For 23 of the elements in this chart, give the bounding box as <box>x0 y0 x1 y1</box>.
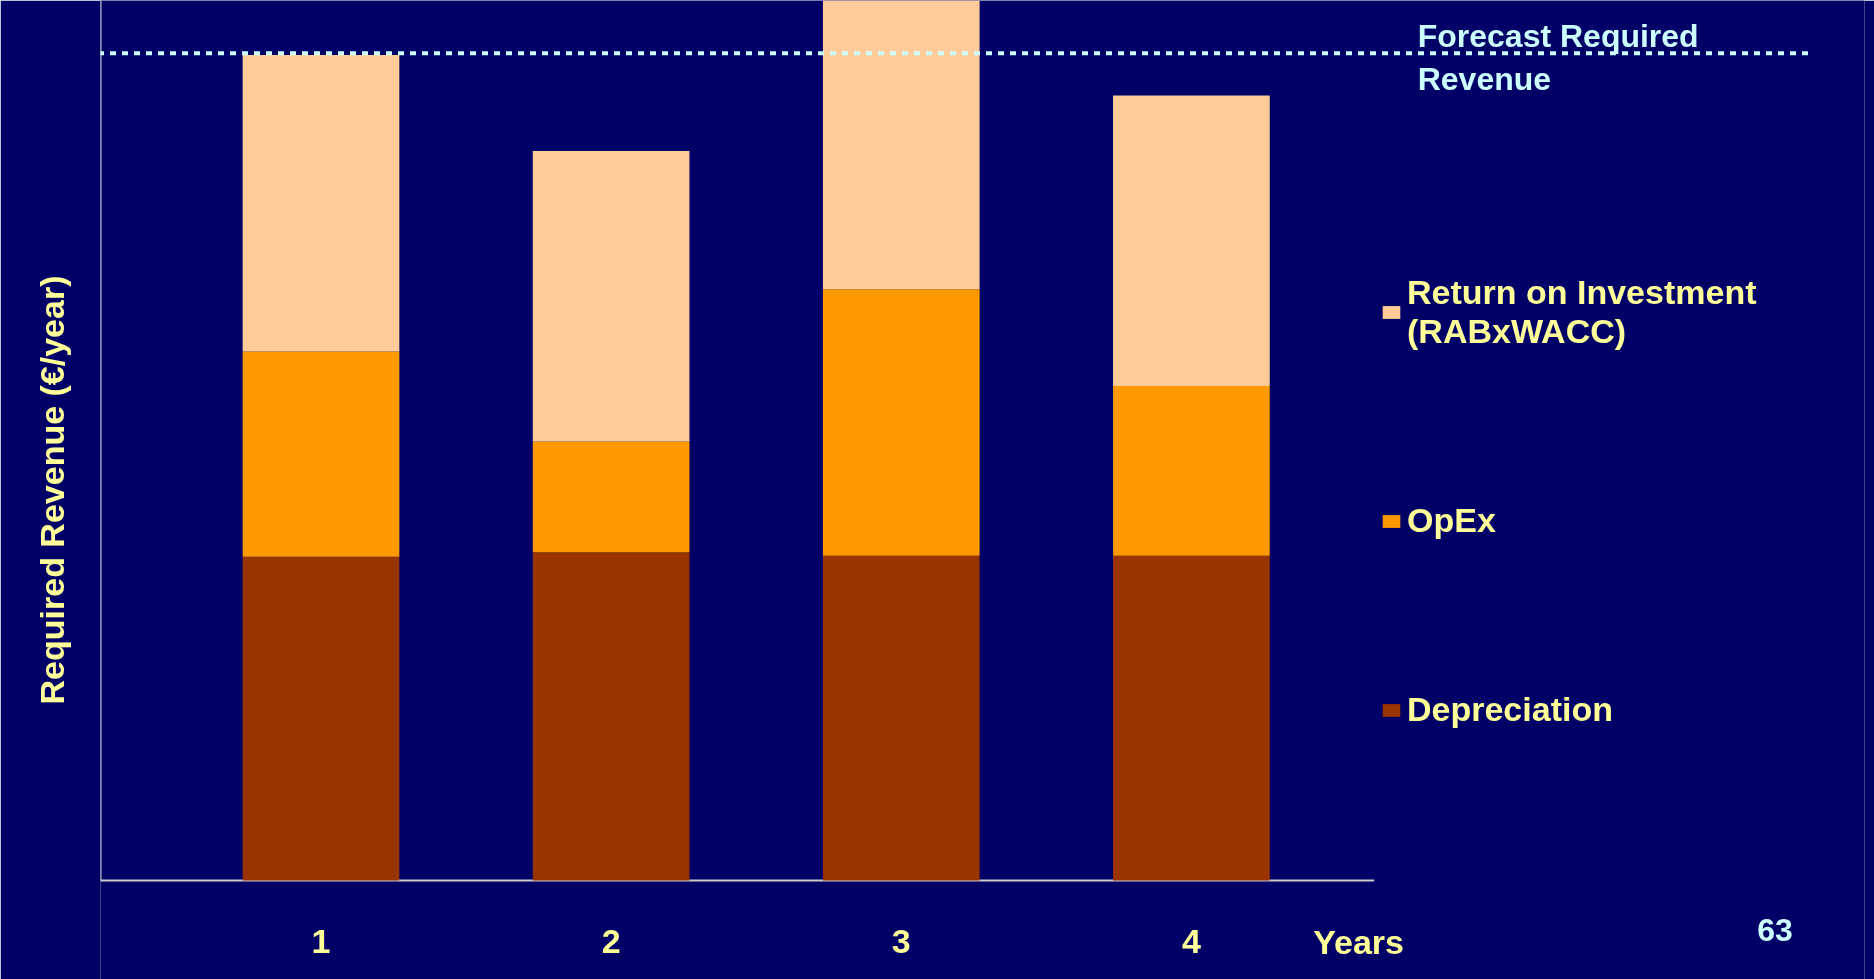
bar <box>822 0 980 290</box>
bar <box>532 150 690 442</box>
x-tick-label: 3 <box>891 922 911 961</box>
bar <box>532 441 690 553</box>
bar <box>242 351 400 557</box>
bar <box>1113 385 1270 556</box>
bar <box>242 55 400 352</box>
x-axis-title: Years <box>1313 922 1405 961</box>
legend-label: Return on Investment (RABxWACC) <box>1407 273 1757 351</box>
bar <box>822 555 980 881</box>
x-tick-label: 2 <box>601 922 621 961</box>
bar <box>1113 555 1270 881</box>
bar <box>1113 95 1270 386</box>
bar <box>822 289 980 556</box>
legend-label: Depreciation <box>1407 690 1613 729</box>
x-tick-label: 4 <box>1181 922 1201 961</box>
text: 63 <box>1757 912 1793 948</box>
y-axis-title: Required Revenue (€/year) <box>32 275 71 705</box>
ref-line-label: Forecast Required Revenue <box>1417 17 1699 97</box>
bar <box>532 552 690 881</box>
bar <box>242 556 400 881</box>
legend-label: OpEx <box>1407 501 1496 540</box>
x-tick-label: 1 <box>311 922 331 961</box>
